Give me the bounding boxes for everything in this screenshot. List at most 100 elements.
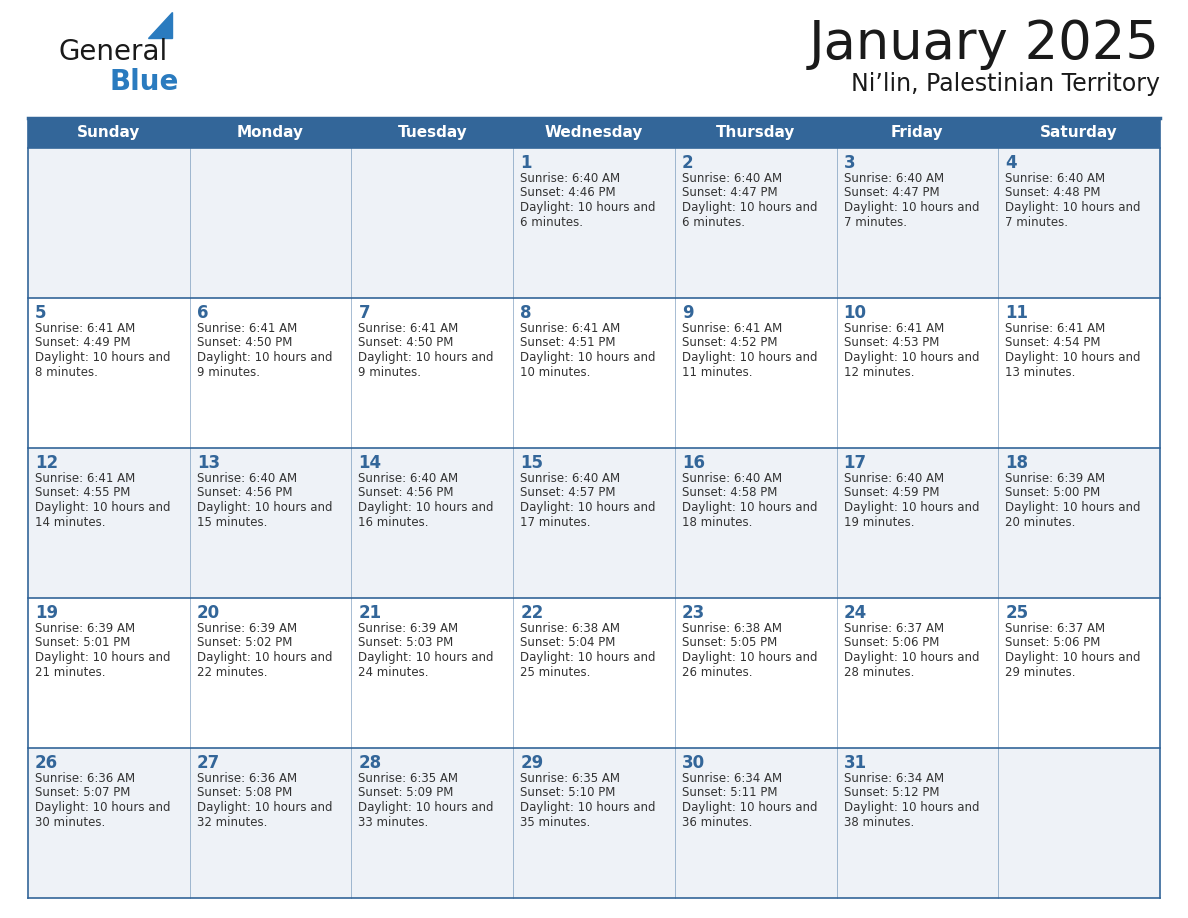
Text: Sunrise: 6:34 AM: Sunrise: 6:34 AM [682, 772, 782, 785]
Text: Tuesday: Tuesday [398, 126, 467, 140]
Text: Sunset: 4:59 PM: Sunset: 4:59 PM [843, 487, 939, 499]
Text: Sunrise: 6:35 AM: Sunrise: 6:35 AM [520, 772, 620, 785]
Text: 10: 10 [843, 304, 866, 322]
Text: 31: 31 [843, 754, 867, 772]
Text: Daylight: 10 hours and: Daylight: 10 hours and [34, 501, 171, 514]
Text: 7 minutes.: 7 minutes. [1005, 216, 1068, 229]
Text: 13: 13 [197, 454, 220, 472]
Text: Sunrise: 6:39 AM: Sunrise: 6:39 AM [1005, 472, 1105, 485]
Text: 21: 21 [359, 604, 381, 622]
Text: 10 minutes.: 10 minutes. [520, 365, 590, 378]
Text: 12 minutes.: 12 minutes. [843, 365, 914, 378]
Text: 8 minutes.: 8 minutes. [34, 365, 97, 378]
Text: Monday: Monday [238, 126, 304, 140]
Text: Sunset: 5:04 PM: Sunset: 5:04 PM [520, 636, 615, 650]
Text: Sunrise: 6:37 AM: Sunrise: 6:37 AM [843, 622, 943, 635]
Text: Daylight: 10 hours and: Daylight: 10 hours and [197, 651, 333, 664]
Text: 16: 16 [682, 454, 704, 472]
Text: General: General [58, 38, 168, 66]
Text: Sunrise: 6:37 AM: Sunrise: 6:37 AM [1005, 622, 1105, 635]
Text: 25 minutes.: 25 minutes. [520, 666, 590, 678]
Text: 1: 1 [520, 154, 532, 172]
Text: Sunset: 5:08 PM: Sunset: 5:08 PM [197, 787, 292, 800]
Text: 9: 9 [682, 304, 694, 322]
Bar [29, 598, 1159, 748]
Text: Daylight: 10 hours and: Daylight: 10 hours and [359, 351, 494, 364]
Text: Sunrise: 6:36 AM: Sunrise: 6:36 AM [34, 772, 135, 785]
Text: Sunset: 4:50 PM: Sunset: 4:50 PM [197, 337, 292, 350]
Text: Sunset: 4:46 PM: Sunset: 4:46 PM [520, 186, 615, 199]
Text: 6 minutes.: 6 minutes. [682, 216, 745, 229]
Text: Daylight: 10 hours and: Daylight: 10 hours and [1005, 501, 1140, 514]
Text: 13 minutes.: 13 minutes. [1005, 365, 1075, 378]
Text: Sunset: 5:09 PM: Sunset: 5:09 PM [359, 787, 454, 800]
Text: 25: 25 [1005, 604, 1029, 622]
Text: 17: 17 [843, 454, 867, 472]
Text: Daylight: 10 hours and: Daylight: 10 hours and [520, 801, 656, 814]
Text: 8: 8 [520, 304, 532, 322]
Text: Sunset: 5:12 PM: Sunset: 5:12 PM [843, 787, 939, 800]
Text: Daylight: 10 hours and: Daylight: 10 hours and [682, 501, 817, 514]
Text: Daylight: 10 hours and: Daylight: 10 hours and [34, 801, 171, 814]
Text: 23: 23 [682, 604, 706, 622]
Text: Daylight: 10 hours and: Daylight: 10 hours and [1005, 201, 1140, 214]
Text: Sunset: 5:01 PM: Sunset: 5:01 PM [34, 636, 131, 650]
Text: Sunrise: 6:41 AM: Sunrise: 6:41 AM [34, 322, 135, 335]
Text: Sunset: 4:56 PM: Sunset: 4:56 PM [359, 487, 454, 499]
Text: 20 minutes.: 20 minutes. [1005, 516, 1075, 529]
Text: Sunrise: 6:39 AM: Sunrise: 6:39 AM [34, 622, 135, 635]
Text: 6: 6 [197, 304, 208, 322]
Text: Sunset: 5:07 PM: Sunset: 5:07 PM [34, 787, 131, 800]
Text: Daylight: 10 hours and: Daylight: 10 hours and [197, 351, 333, 364]
Text: Sunrise: 6:40 AM: Sunrise: 6:40 AM [843, 172, 943, 185]
Text: Sunrise: 6:38 AM: Sunrise: 6:38 AM [682, 622, 782, 635]
Text: Sunset: 4:55 PM: Sunset: 4:55 PM [34, 487, 131, 499]
Text: 27: 27 [197, 754, 220, 772]
Text: Sunset: 5:10 PM: Sunset: 5:10 PM [520, 787, 615, 800]
Text: Sunset: 5:05 PM: Sunset: 5:05 PM [682, 636, 777, 650]
Text: Daylight: 10 hours and: Daylight: 10 hours and [34, 651, 171, 664]
Text: Blue: Blue [110, 68, 179, 96]
Text: Sunset: 5:06 PM: Sunset: 5:06 PM [843, 636, 939, 650]
Text: Sunset: 5:02 PM: Sunset: 5:02 PM [197, 636, 292, 650]
Text: 26: 26 [34, 754, 58, 772]
Text: Sunrise: 6:40 AM: Sunrise: 6:40 AM [520, 172, 620, 185]
Text: 15 minutes.: 15 minutes. [197, 516, 267, 529]
Text: Sunrise: 6:41 AM: Sunrise: 6:41 AM [197, 322, 297, 335]
Text: Daylight: 10 hours and: Daylight: 10 hours and [1005, 651, 1140, 664]
Text: Sunset: 4:53 PM: Sunset: 4:53 PM [843, 337, 939, 350]
Text: 24: 24 [843, 604, 867, 622]
Text: 18 minutes.: 18 minutes. [682, 516, 752, 529]
Text: Sunrise: 6:41 AM: Sunrise: 6:41 AM [520, 322, 620, 335]
Bar [29, 118, 1159, 148]
Text: 29: 29 [520, 754, 543, 772]
Text: Sunrise: 6:39 AM: Sunrise: 6:39 AM [197, 622, 297, 635]
Bar [29, 148, 1159, 298]
Text: Sunrise: 6:40 AM: Sunrise: 6:40 AM [682, 172, 782, 185]
Text: Sunday: Sunday [77, 126, 140, 140]
Text: 16 minutes.: 16 minutes. [359, 516, 429, 529]
Text: Daylight: 10 hours and: Daylight: 10 hours and [359, 651, 494, 664]
Text: 26 minutes.: 26 minutes. [682, 666, 752, 678]
Text: 19: 19 [34, 604, 58, 622]
Text: 32 minutes.: 32 minutes. [197, 815, 267, 829]
Text: 2: 2 [682, 154, 694, 172]
Text: 7 minutes.: 7 minutes. [843, 216, 906, 229]
Bar [29, 298, 1159, 448]
Text: Sunrise: 6:36 AM: Sunrise: 6:36 AM [197, 772, 297, 785]
Text: Daylight: 10 hours and: Daylight: 10 hours and [359, 501, 494, 514]
Text: 15: 15 [520, 454, 543, 472]
Text: Sunset: 5:03 PM: Sunset: 5:03 PM [359, 636, 454, 650]
Text: 29 minutes.: 29 minutes. [1005, 666, 1076, 678]
Text: 4: 4 [1005, 154, 1017, 172]
Text: Sunrise: 6:35 AM: Sunrise: 6:35 AM [359, 772, 459, 785]
Text: Sunset: 5:06 PM: Sunset: 5:06 PM [1005, 636, 1100, 650]
Text: Daylight: 10 hours and: Daylight: 10 hours and [843, 351, 979, 364]
Text: 5: 5 [34, 304, 46, 322]
Text: Thursday: Thursday [716, 126, 796, 140]
Text: Sunrise: 6:38 AM: Sunrise: 6:38 AM [520, 622, 620, 635]
Text: Sunset: 4:48 PM: Sunset: 4:48 PM [1005, 186, 1101, 199]
Text: Sunrise: 6:41 AM: Sunrise: 6:41 AM [843, 322, 943, 335]
Text: 30 minutes.: 30 minutes. [34, 815, 106, 829]
Text: 11 minutes.: 11 minutes. [682, 365, 752, 378]
